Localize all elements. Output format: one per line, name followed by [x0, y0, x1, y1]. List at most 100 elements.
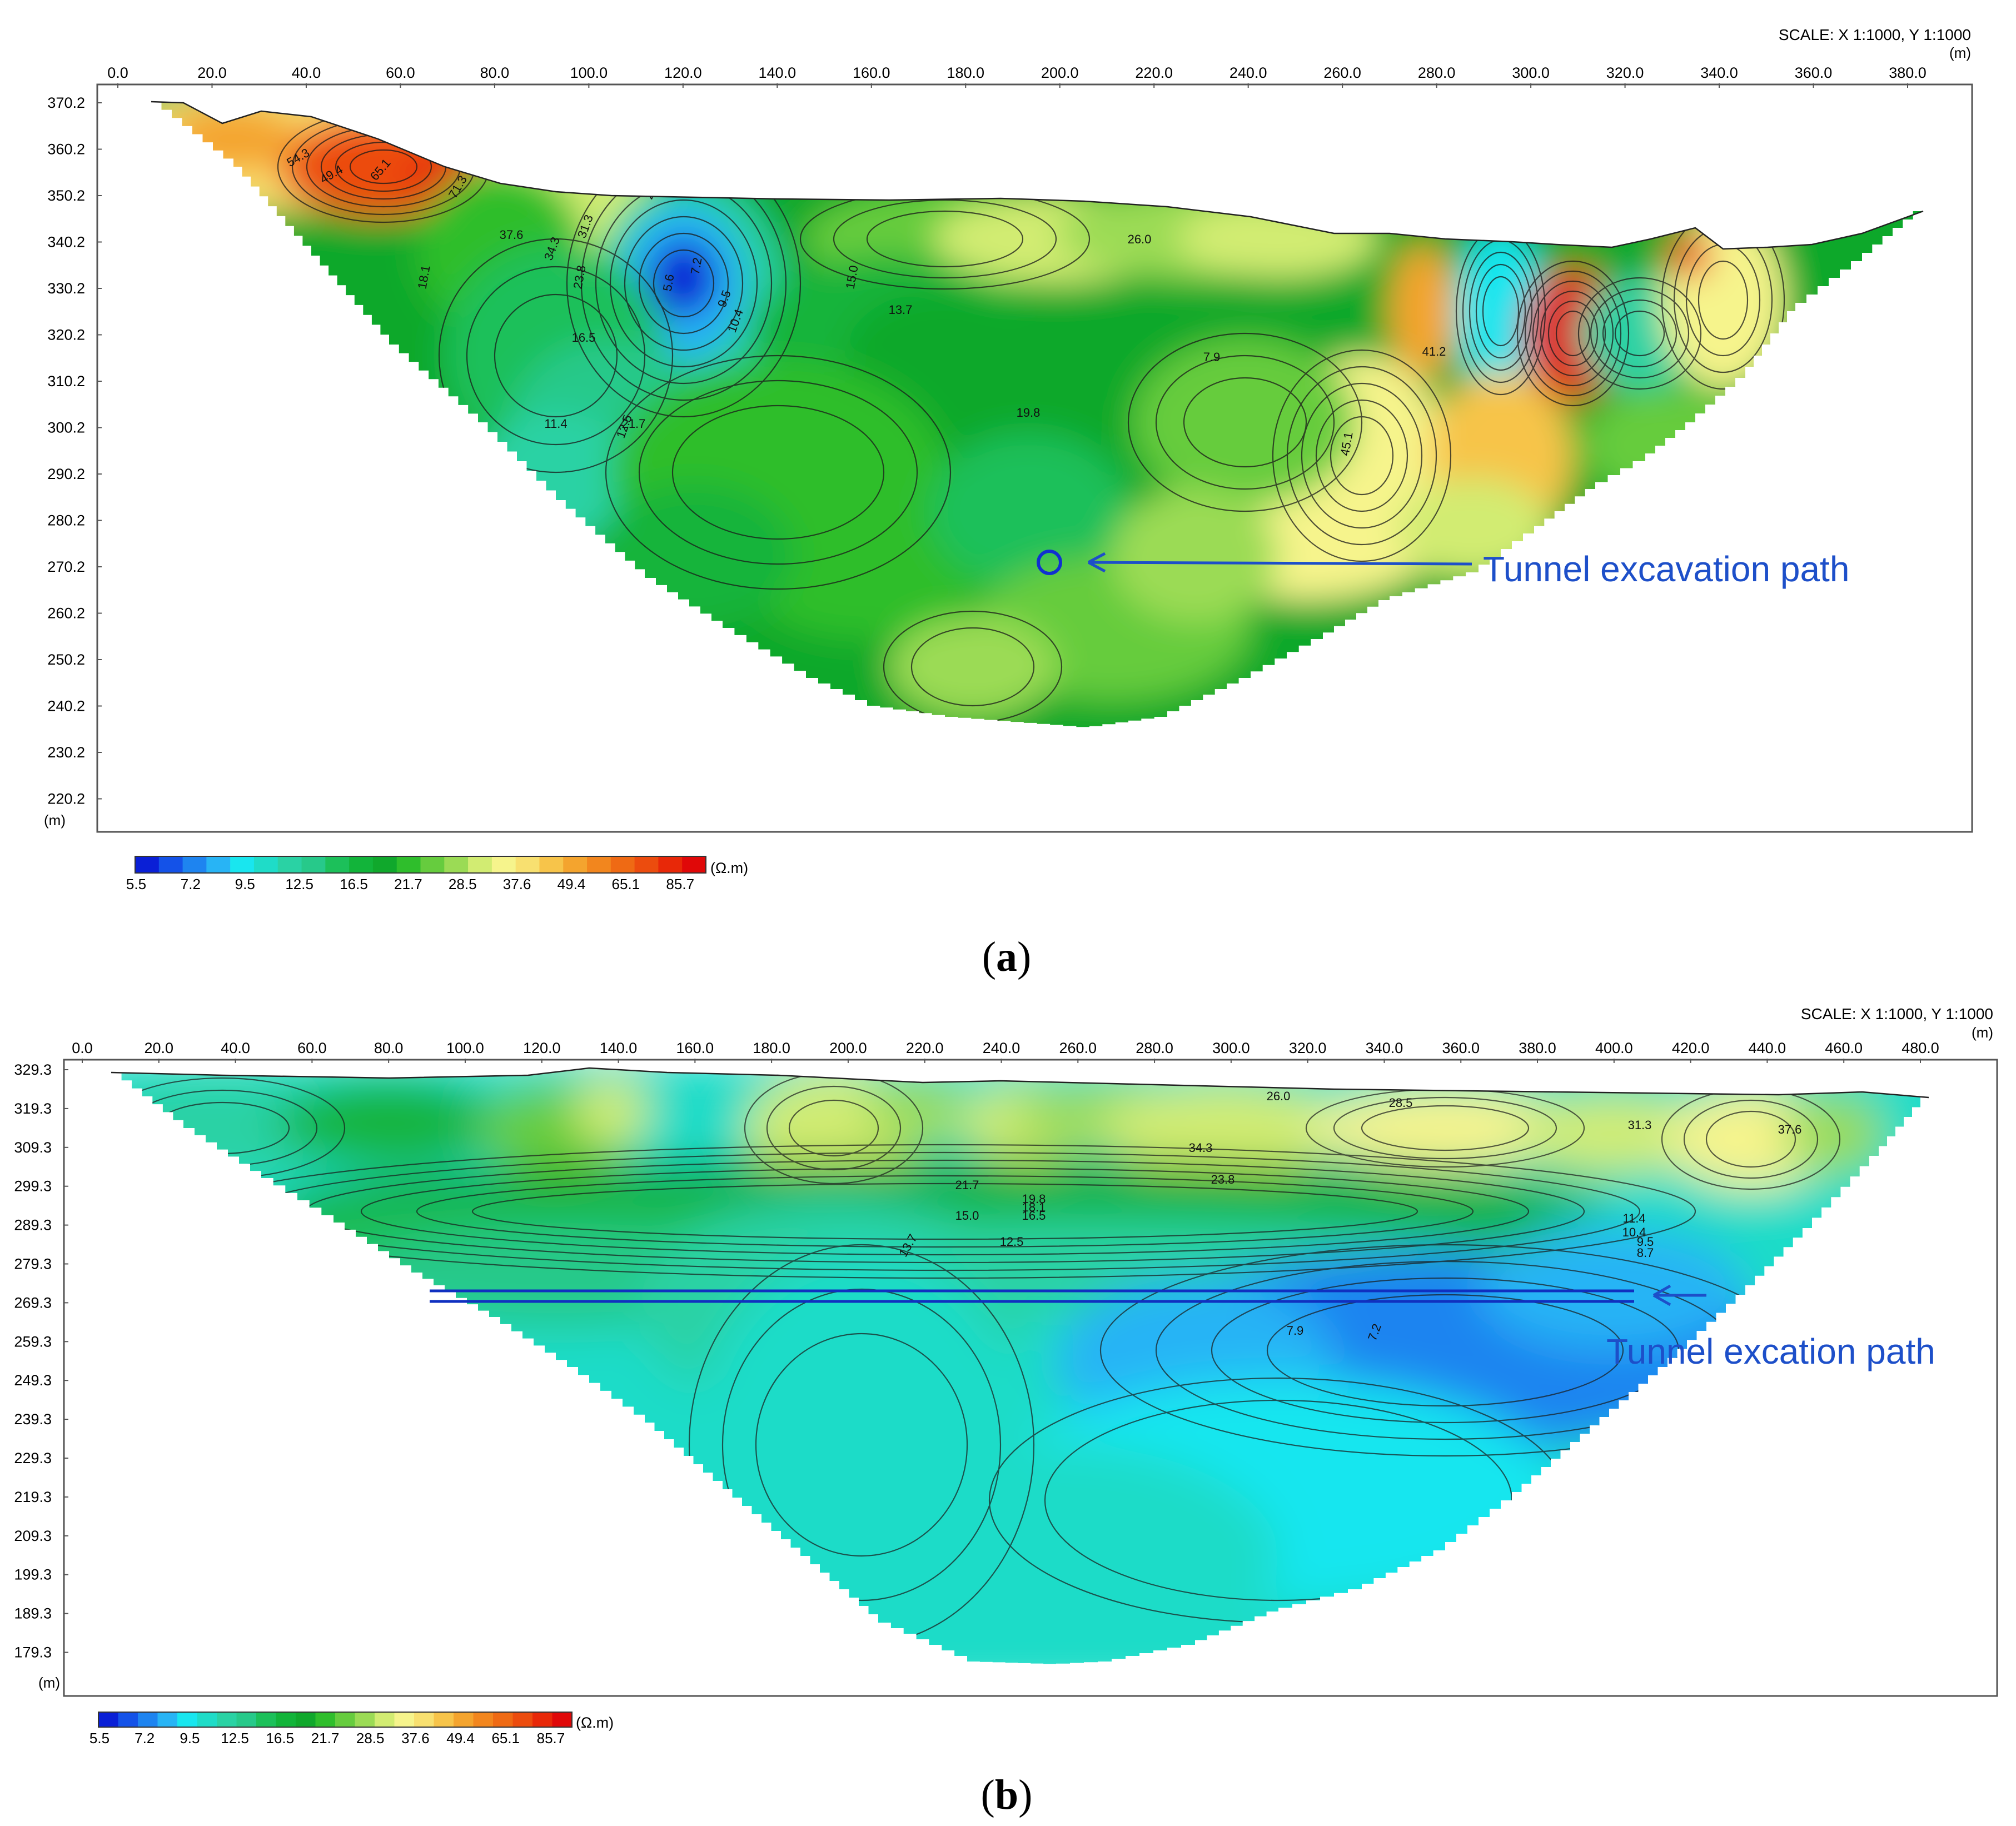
colorbar-swatch: [682, 856, 706, 873]
colorbar-swatch: [355, 1712, 375, 1727]
x-tick-label: 120.0: [664, 64, 702, 81]
contour-line: [1361, 1105, 1530, 1151]
colorbar-swatch: [396, 856, 421, 873]
contour-line: [1602, 299, 1677, 368]
contour-label: 15.0: [955, 1209, 979, 1223]
y-tick-label: 320.2: [47, 327, 85, 343]
resistivity-blob: [1390, 245, 1456, 378]
contour-label: 13.7: [889, 303, 913, 317]
colorbar-swatch: [197, 1712, 217, 1727]
contour-line: [766, 1085, 902, 1171]
x-tick-label: 280.0: [1418, 64, 1456, 81]
tunnel-arrow-a: [1088, 561, 1472, 566]
colorbar-label: 5.5: [126, 876, 146, 892]
colorbar-swatch: [182, 856, 207, 873]
colorbar-label: 7.2: [181, 876, 201, 892]
contour-line: [1577, 277, 1702, 390]
y-tick-label: 309.3: [14, 1139, 52, 1156]
colorbar-label: 37.6: [401, 1730, 430, 1747]
resistivity-blob: [889, 617, 1056, 717]
contour-label: 7.2: [688, 256, 705, 275]
x-tick-label: 60.0: [297, 1040, 327, 1056]
y-tick-label: 239.3: [14, 1411, 52, 1428]
contour-line: [624, 216, 744, 351]
resistivity-blob: [1479, 1228, 1745, 1350]
colorbar-label: 37.6: [503, 876, 531, 892]
colorbar-swatch: [468, 856, 492, 873]
colorbar-unit-b: (Ω.m): [576, 1714, 614, 1731]
x-tick-label: 380.0: [1519, 1040, 1556, 1056]
y-tick-label: 249.3: [14, 1372, 52, 1389]
y-unit-a: (m): [44, 812, 66, 829]
x-axis-a: 0.0 20.0 40.0 60.0 80.0 100.0 120.0 140.0 160.0 1…: [107, 64, 1927, 88]
contour-line: [910, 627, 1035, 707]
contour-line: [1547, 300, 1599, 367]
resistivity-blob: [1112, 489, 1278, 622]
colorbar-swatch: [493, 1712, 513, 1727]
x-tick-label: 320.0: [1289, 1040, 1327, 1056]
colorbar-label: 21.7: [311, 1730, 340, 1747]
colorbar-swatch: [587, 856, 611, 873]
y-tick-label: 179.3: [14, 1644, 52, 1661]
x-tick-label: 420.0: [1672, 1040, 1710, 1056]
colorbar-label: 28.5: [356, 1730, 385, 1747]
contour-line: [494, 293, 618, 418]
y-tick-label: 300.2: [47, 420, 85, 436]
x-tick-label: 320.0: [1606, 64, 1644, 81]
y-tick-label: 219.3: [14, 1489, 52, 1505]
contour-line: [1301, 382, 1423, 529]
caption-a: (a): [982, 934, 1032, 980]
colorbar-frame: [135, 856, 706, 874]
contour-line: [466, 266, 646, 446]
y-tick-label: 360.2: [47, 141, 85, 158]
colorbar-swatch: [98, 1712, 118, 1727]
contour-line: [609, 199, 758, 368]
x-tick-label: 180.0: [947, 64, 984, 81]
y-tick-label: 269.3: [14, 1294, 52, 1311]
contour-line: [788, 1099, 879, 1157]
colorbar-swatch: [135, 856, 160, 873]
colorbar-b: 5.5 7.2 9.5 12.5 16.5 21.7 28.5 37.6 49.4 65.1 85.…: [89, 1712, 573, 1747]
contour-line: [1524, 270, 1622, 397]
contour-line: [671, 405, 885, 540]
colorbar-swatch: [539, 856, 564, 873]
contour-line: [335, 141, 432, 192]
y-tick-label: 289.3: [14, 1217, 52, 1234]
colorbar-label: 65.1: [491, 1730, 520, 1747]
colorbar-label: 65.1: [612, 876, 640, 892]
colorbar-swatch: [177, 1712, 197, 1727]
y-tick-label: 319.3: [14, 1100, 52, 1117]
x-tick-label: 140.0: [600, 1040, 638, 1056]
x-tick-label: 380.0: [1889, 64, 1927, 81]
contour-line: [1532, 280, 1614, 387]
y-tick-label: 209.3: [14, 1528, 52, 1544]
colorbar-label: 28.5: [449, 876, 477, 892]
x-tick-label: 360.0: [1442, 1040, 1480, 1056]
y-tick-label: 229.3: [14, 1450, 52, 1466]
colorbar-swatch: [532, 1712, 552, 1727]
colorbar-label: 12.5: [221, 1730, 249, 1747]
x-tick-label: 60.0: [386, 64, 415, 81]
contour-label: 16.5: [572, 331, 596, 345]
colorbar-swatch: [375, 1712, 395, 1727]
scale-text-a: SCALE: X 1:1000, Y 1:1000: [1779, 26, 1971, 43]
contour-label: 28.5: [1389, 1096, 1413, 1110]
y-tick-label: 350.2: [47, 187, 85, 204]
scale-text-b: SCALE: X 1:1000, Y 1:1000: [1801, 1005, 1993, 1022]
colorbar-swatch: [473, 1712, 494, 1727]
contour-line: [1516, 260, 1630, 407]
x-tick-label: 220.0: [906, 1040, 944, 1056]
contour-label: 21.7: [955, 1178, 979, 1192]
x-unit-a: (m): [1949, 44, 1971, 61]
contour-label: 5.6: [660, 273, 677, 292]
y-tick-label: 260.2: [47, 605, 85, 622]
contour-label: 9.5: [1637, 1235, 1654, 1249]
x-tick-label: 200.0: [1041, 64, 1079, 81]
colorbar-swatch: [230, 856, 255, 873]
x-tick-label: 0.0: [72, 1040, 93, 1056]
colorbar-swatch: [277, 856, 302, 873]
contour-label: 21.7: [622, 417, 646, 431]
contour-line: [1590, 288, 1690, 379]
x-tick-label: 300.0: [1512, 64, 1550, 81]
x-tick-label: 240.0: [983, 1040, 1021, 1056]
